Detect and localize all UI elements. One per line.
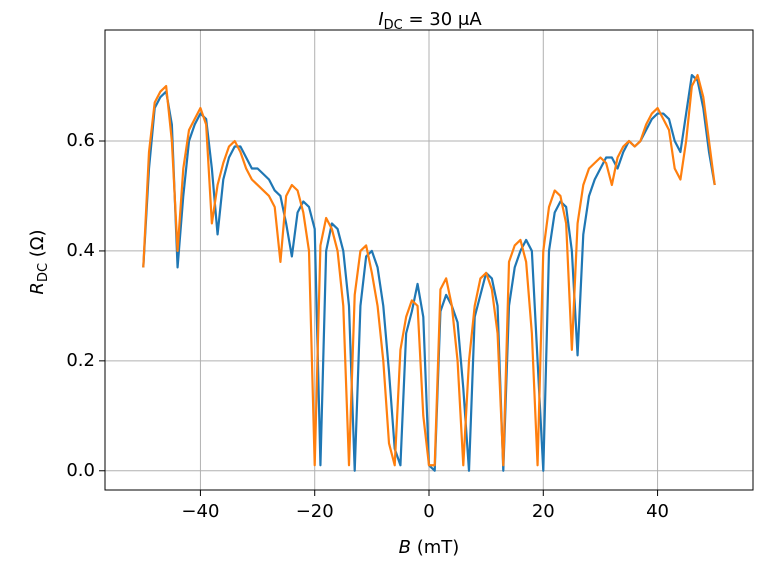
y-tick-label: 0.2: [66, 350, 95, 371]
x-tick-label: −40: [181, 501, 219, 522]
ylabel-part: DC: [36, 263, 51, 282]
title-part: I: [378, 9, 383, 30]
xlabel-part: B: [399, 537, 411, 558]
plot-frame: [104, 29, 754, 491]
y-tick-label: 0.6: [66, 130, 95, 151]
y-tick-label: 0.0: [66, 460, 95, 481]
ylabel-part: R: [27, 282, 48, 295]
y-tick-label: 0.4: [66, 240, 95, 261]
xlabel-part: (mT): [411, 537, 459, 558]
title-part: DC: [384, 18, 403, 33]
chart-title: IDC = 30 μA: [378, 9, 482, 33]
x-tick-label: 40: [646, 501, 669, 522]
ylabel-part: (Ω): [27, 229, 48, 263]
data-line: [142, 73, 716, 467]
x-tick-label: 20: [532, 501, 555, 522]
title-part: = 30 μA: [403, 9, 483, 30]
x-tick-label: −20: [296, 501, 334, 522]
x-axis-label: B (mT): [399, 537, 460, 558]
x-tick-label: 0: [423, 501, 434, 522]
y-axis-label: RDC (Ω): [27, 229, 51, 294]
